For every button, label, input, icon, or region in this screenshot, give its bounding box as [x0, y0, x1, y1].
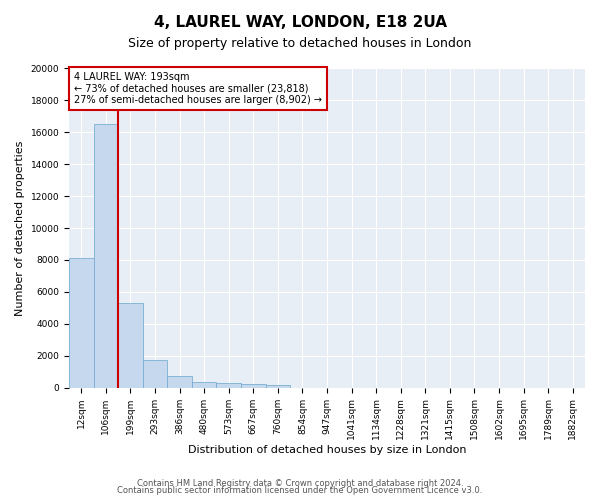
Text: Contains HM Land Registry data © Crown copyright and database right 2024.: Contains HM Land Registry data © Crown c…	[137, 478, 463, 488]
Bar	[167, 376, 192, 388]
Bar	[241, 384, 266, 388]
Text: 4, LAUREL WAY, LONDON, E18 2UA: 4, LAUREL WAY, LONDON, E18 2UA	[154, 15, 446, 30]
Text: Contains public sector information licensed under the Open Government Licence v3: Contains public sector information licen…	[118, 486, 482, 495]
Y-axis label: Number of detached properties: Number of detached properties	[15, 140, 25, 316]
X-axis label: Distribution of detached houses by size in London: Distribution of detached houses by size …	[188, 445, 466, 455]
Bar	[143, 360, 167, 388]
Bar	[118, 303, 143, 388]
Bar	[266, 385, 290, 388]
Bar	[217, 384, 241, 388]
Text: 4 LAUREL WAY: 193sqm
← 73% of detached houses are smaller (23,818)
27% of semi-d: 4 LAUREL WAY: 193sqm ← 73% of detached h…	[74, 72, 322, 105]
Bar	[69, 258, 94, 388]
Bar	[192, 382, 217, 388]
Bar	[94, 124, 118, 388]
Text: Size of property relative to detached houses in London: Size of property relative to detached ho…	[128, 38, 472, 51]
